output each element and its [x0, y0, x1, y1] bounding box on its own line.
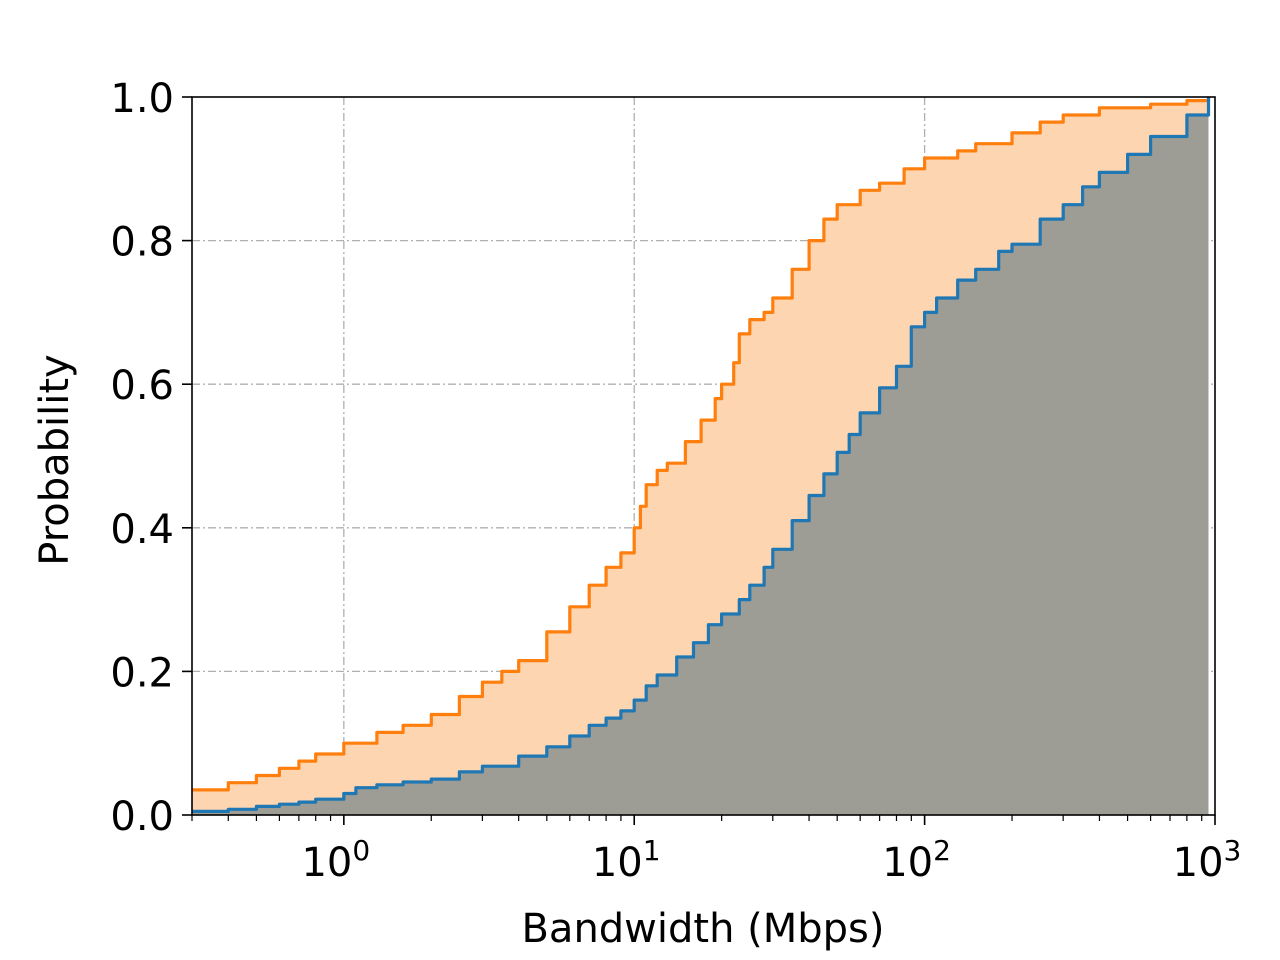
x-tick-label: 100 [301, 834, 370, 886]
series-fills [192, 97, 1209, 815]
x-tick-label: 102 [882, 834, 951, 886]
series-fill-1 [192, 97, 1209, 815]
y-tick-label: 0.2 [110, 650, 174, 696]
y-tick-label: 0.6 [110, 363, 174, 409]
series-line-0 [192, 97, 1211, 792]
y-tick-label: 0.8 [110, 220, 174, 266]
x-axis-title: Bandwidth (Mbps) [521, 906, 884, 952]
x-tick-label: 103 [1173, 834, 1242, 886]
y-axis-title: Probability [32, 354, 78, 565]
tick-marks [182, 96, 1216, 825]
plot-frame [191, 96, 1216, 816]
y-tick-label: 0.4 [110, 507, 174, 553]
x-tick-label: 101 [592, 834, 661, 886]
axes [191, 96, 1216, 816]
y-tick-label: 0.0 [110, 794, 174, 840]
series-lines [192, 97, 1211, 813]
y-tick-label: 1.0 [110, 76, 174, 122]
tick-labels: 100 101 102 103 0.0 0.2 0.4 0.6 0.8 1.0 [110, 76, 1241, 886]
series-line-1 [192, 97, 1211, 813]
